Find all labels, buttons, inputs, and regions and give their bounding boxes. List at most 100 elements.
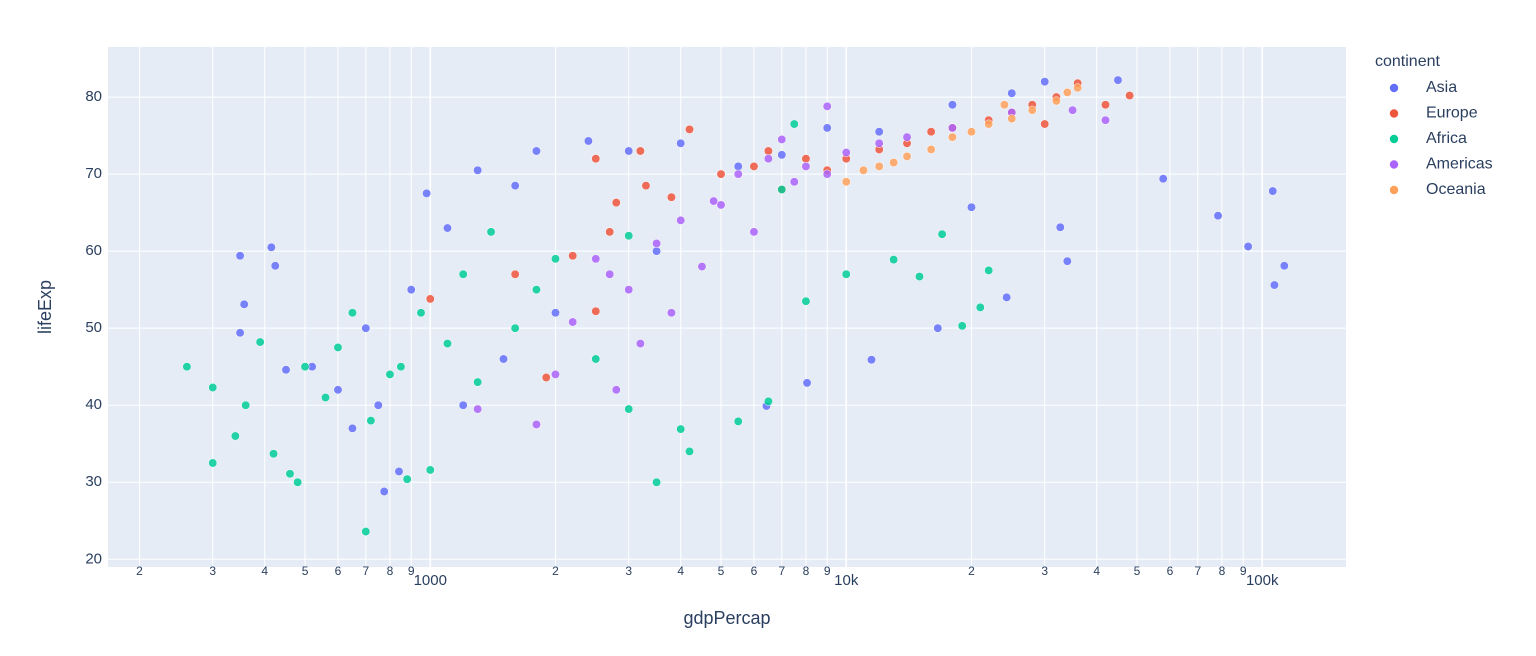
- data-point: [789, 177, 799, 187]
- data-point: [915, 272, 924, 282]
- x-tick-label: 3: [625, 564, 632, 578]
- data-point: [822, 123, 832, 133]
- data-point: [709, 196, 719, 206]
- data-point: [241, 400, 251, 410]
- x-tick-label: 100k: [1246, 572, 1279, 589]
- legend-label: Asia: [1426, 79, 1457, 96]
- data-point: [777, 150, 787, 160]
- data-point: [902, 151, 912, 161]
- x-tick-label: 5: [302, 564, 309, 578]
- legend-label: Europe: [1426, 105, 1478, 122]
- data-point: [676, 138, 686, 148]
- data-point: [1040, 77, 1050, 87]
- data-point: [733, 169, 743, 179]
- data-point: [874, 161, 884, 171]
- data-point: [1073, 83, 1083, 93]
- data-point: [1125, 91, 1135, 100]
- data-point: [763, 146, 773, 156]
- data-point: [583, 136, 593, 146]
- data-point: [281, 365, 291, 375]
- data-point: [1243, 242, 1253, 251]
- data-point: [611, 385, 621, 395]
- data-point: [239, 299, 249, 309]
- data-point: [926, 145, 936, 154]
- data-point: [443, 223, 452, 233]
- data-point: [385, 369, 395, 379]
- legend-label: Oceania: [1426, 181, 1486, 198]
- data-point: [1062, 256, 1072, 266]
- data-point: [255, 337, 265, 347]
- data-point: [270, 261, 280, 271]
- x-tick-label: 4: [261, 564, 268, 578]
- x-tick-label: 8: [803, 564, 810, 578]
- x-tick-label: 7: [1194, 564, 1201, 578]
- data-point: [406, 285, 416, 295]
- data-point: [967, 202, 976, 212]
- data-point: [551, 369, 560, 379]
- data-point: [716, 200, 726, 210]
- data-point: [902, 132, 912, 142]
- x-tick-label: 6: [335, 564, 342, 578]
- y-tick-label: 60: [85, 242, 102, 259]
- data-point: [551, 308, 560, 318]
- legend-title: continent: [1375, 53, 1440, 70]
- data-point: [499, 354, 508, 364]
- data-point: [801, 296, 811, 306]
- data-point: [999, 100, 1009, 110]
- x-tick-label: 6: [1167, 564, 1174, 578]
- data-point: [473, 377, 483, 387]
- data-point: [347, 423, 357, 433]
- data-point: [531, 420, 541, 429]
- data-point: [841, 148, 851, 157]
- legend-label: Americas: [1426, 156, 1493, 173]
- x-tick-label: 4: [1093, 564, 1100, 578]
- data-point: [425, 465, 435, 475]
- data-point: [624, 146, 634, 156]
- data-point: [266, 242, 276, 252]
- y-tick-label: 30: [85, 473, 102, 490]
- data-point: [733, 161, 743, 171]
- data-point: [1113, 75, 1123, 85]
- x-tick-label: 3: [1041, 564, 1048, 578]
- x-tick-label: 8: [387, 564, 394, 578]
- data-point: [379, 487, 389, 496]
- data-point: [841, 269, 851, 279]
- data-point: [933, 323, 943, 333]
- data-point: [235, 251, 245, 261]
- x-tick-label: 7: [362, 564, 369, 578]
- data-point: [624, 231, 634, 241]
- data-point: [473, 404, 483, 414]
- data-point: [208, 383, 218, 392]
- data-point: [591, 354, 601, 364]
- x-tick-label: 8: [1219, 564, 1226, 578]
- data-point: [685, 446, 694, 456]
- data-point: [531, 146, 541, 156]
- data-point: [801, 154, 811, 164]
- legend-marker: [1389, 160, 1399, 169]
- data-point: [763, 396, 773, 406]
- data-point: [666, 308, 676, 318]
- data-point: [1213, 211, 1223, 221]
- data-point: [874, 138, 884, 148]
- data-point: [957, 321, 967, 331]
- y-axis-title: lifeExp: [35, 280, 55, 334]
- data-point: [531, 285, 541, 295]
- data-point: [937, 229, 947, 239]
- data-point: [763, 154, 773, 164]
- data-point: [822, 101, 832, 111]
- data-point: [641, 181, 651, 191]
- data-point: [361, 323, 371, 333]
- data-point: [269, 449, 278, 459]
- data-point: [300, 362, 310, 372]
- x-tick-label: 9: [1240, 564, 1247, 578]
- data-point: [867, 355, 876, 365]
- data-point: [611, 198, 621, 208]
- data-point: [1068, 105, 1078, 115]
- x-tick-label: 2: [968, 564, 975, 578]
- data-point: [285, 469, 295, 479]
- x-tick-label: 6: [751, 564, 758, 578]
- data-point: [591, 306, 601, 316]
- data-point: [984, 119, 994, 129]
- x-tick-label: 10k: [834, 572, 859, 589]
